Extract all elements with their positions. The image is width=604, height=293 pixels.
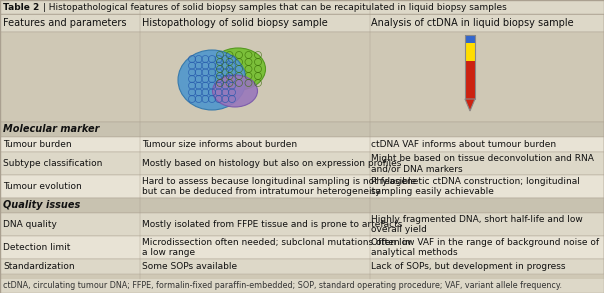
Text: Tumour size informs about burden: Tumour size informs about burden (142, 140, 297, 149)
Bar (0, 32, 604, 122)
Text: Microdissection often needed; subclonal mutations often in
a low range: Microdissection often needed; subclonal … (142, 238, 411, 257)
Text: Quality issues: Quality issues (3, 200, 80, 210)
Text: ctDNA VAF informs about tumour burden: ctDNA VAF informs about tumour burden (371, 140, 556, 149)
Text: Tumour burden: Tumour burden (3, 140, 72, 149)
Text: Might be based on tissue deconvolution and RNA
and/or DNA markers: Might be based on tissue deconvolution a… (371, 154, 594, 173)
Bar (465, 43, 475, 61)
Text: | Histopathological features of solid biopsy samples that can be recapitulated i: | Histopathological features of solid bi… (40, 3, 507, 11)
Text: Hard to assess because longitudinal sampling is not feasible
but can be deduced : Hard to assess because longitudinal samp… (142, 177, 416, 196)
Bar (0, 137, 604, 152)
Bar (0, 198, 604, 213)
Text: Features and parameters: Features and parameters (3, 18, 126, 28)
Text: Mostly based on histology but also on expression profiles: Mostly based on histology but also on ex… (142, 159, 401, 168)
Text: Often low VAF in the range of background noise of
analytical methods: Often low VAF in the range of background… (371, 238, 600, 257)
Bar (0, 0, 604, 14)
Text: Table 2: Table 2 (3, 3, 39, 11)
Text: Standardization: Standardization (3, 262, 75, 271)
Bar (0, 14, 604, 32)
Bar (0, 236, 604, 259)
Text: Analysis of ctDNA in liquid biopsy sample: Analysis of ctDNA in liquid biopsy sampl… (371, 18, 574, 28)
Text: DNA quality: DNA quality (3, 220, 57, 229)
Text: Some SOPs available: Some SOPs available (142, 262, 237, 271)
Bar (0, 279, 604, 293)
Bar (465, 35, 475, 99)
Text: Tumour evolution: Tumour evolution (3, 182, 82, 191)
Text: Lack of SOPs, but development in progress: Lack of SOPs, but development in progres… (371, 262, 566, 271)
Text: Phylogenetic ctDNA construction; longitudinal
sampling easily achievable: Phylogenetic ctDNA construction; longitu… (371, 177, 580, 196)
Text: Molecular marker: Molecular marker (3, 125, 100, 134)
Bar (465, 35, 475, 43)
Bar (0, 259, 604, 274)
Text: Subtype classification: Subtype classification (3, 159, 103, 168)
Bar (0, 213, 604, 236)
Bar (0, 175, 604, 198)
Text: Histopathology of solid biopsy sample: Histopathology of solid biopsy sample (142, 18, 328, 28)
Ellipse shape (211, 48, 266, 90)
Text: Highly fragmented DNA, short half-life and low
overall yield: Highly fragmented DNA, short half-life a… (371, 215, 583, 234)
Text: Mostly isolated from FFPE tissue and is prone to artefacts: Mostly isolated from FFPE tissue and is … (142, 220, 402, 229)
Ellipse shape (213, 75, 257, 107)
Text: Detection limit: Detection limit (3, 243, 71, 252)
Ellipse shape (178, 50, 246, 110)
Polygon shape (465, 99, 475, 111)
Bar (0, 122, 604, 137)
Text: ctDNA, circulating tumour DNA; FFPE, formalin-fixed paraffin-embedded; SOP, stan: ctDNA, circulating tumour DNA; FFPE, for… (3, 282, 562, 290)
Bar (465, 61, 475, 99)
Bar (0, 152, 604, 175)
